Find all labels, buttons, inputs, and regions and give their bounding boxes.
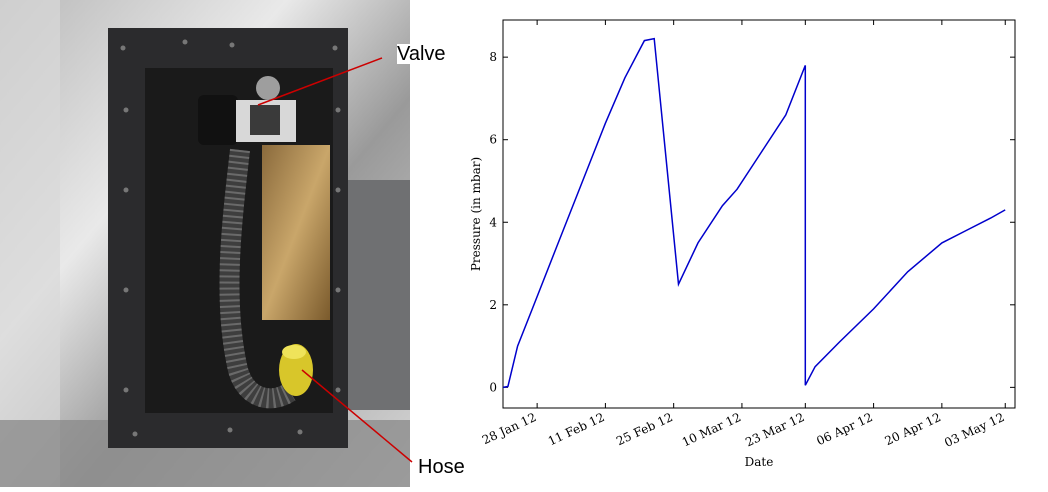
frame-screws — [120, 39, 341, 437]
y-tick-label: 6 — [489, 133, 497, 147]
chart-svg: 0 2 4 6 8 28 Jan 12 11 Feb 12 25 Feb 12 10 Mar … — [469, 19, 1016, 469]
x-tick-label: 28 Jan 12 — [480, 410, 538, 447]
pressure-chart: 0 2 4 6 8 28 Jan 12 11 Feb 12 25 Feb 12 10 Mar … — [469, 0, 1048, 487]
x-tick-label: 10 Mar 12 — [680, 410, 743, 449]
gray-tape — [345, 180, 410, 410]
apparatus-photo — [0, 0, 413, 487]
x-tick-label: 25 Feb 12 — [614, 410, 675, 448]
brass-block — [262, 145, 330, 320]
x-tick-label: 20 Apr 12 — [883, 410, 944, 448]
y-axis-ticks: 0 2 4 6 8 — [489, 50, 1015, 394]
pressure-series-line — [502, 37, 1006, 389]
y-tick-label: 2 — [489, 298, 497, 312]
photo-panel: Valve Hose — [0, 0, 470, 487]
valve-callout-line — [257, 57, 383, 106]
x-tick-label: 23 Mar 12 — [743, 410, 806, 449]
valve-label: Valve — [397, 43, 446, 65]
x-tick-label: 06 Apr 12 — [814, 410, 875, 448]
y-axis-title: Pressure (in mbar) — [470, 157, 483, 271]
y-tick-label: 0 — [489, 380, 497, 394]
hose-label: Hose — [418, 456, 465, 478]
x-tick-label: 03 May 12 — [942, 410, 1006, 450]
hose-callout-line — [301, 369, 413, 463]
x-axis-title: Date — [745, 455, 774, 469]
x-axis-ticks: 28 Jan 12 11 Feb 12 25 Feb 12 10 Mar 12 23 M… — [480, 20, 1007, 450]
y-tick-label: 8 — [489, 50, 497, 64]
y-tick-label: 4 — [489, 215, 497, 229]
x-tick-label: 11 Feb 12 — [546, 410, 607, 448]
plot-frame — [502, 19, 1016, 409]
